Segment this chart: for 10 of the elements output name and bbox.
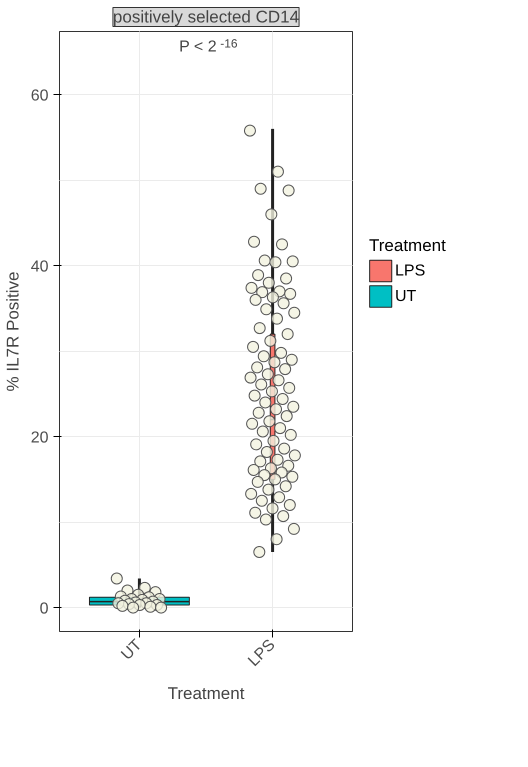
x-axis-title: Treatment	[369, 236, 446, 255]
y-tick-label: 0	[40, 600, 49, 618]
legend-label: LPS	[395, 262, 426, 280]
y-tick-label: 60	[30, 88, 49, 105]
legend-title: Treatment	[168, 684, 245, 703]
y-tick-label: 20	[30, 430, 49, 447]
y-tick-label: 40	[30, 258, 49, 276]
annotation: P < 2-16	[179, 36, 238, 56]
y-axis-title: % IL7R Positive	[4, 272, 23, 392]
legend-label: UT	[395, 288, 417, 305]
